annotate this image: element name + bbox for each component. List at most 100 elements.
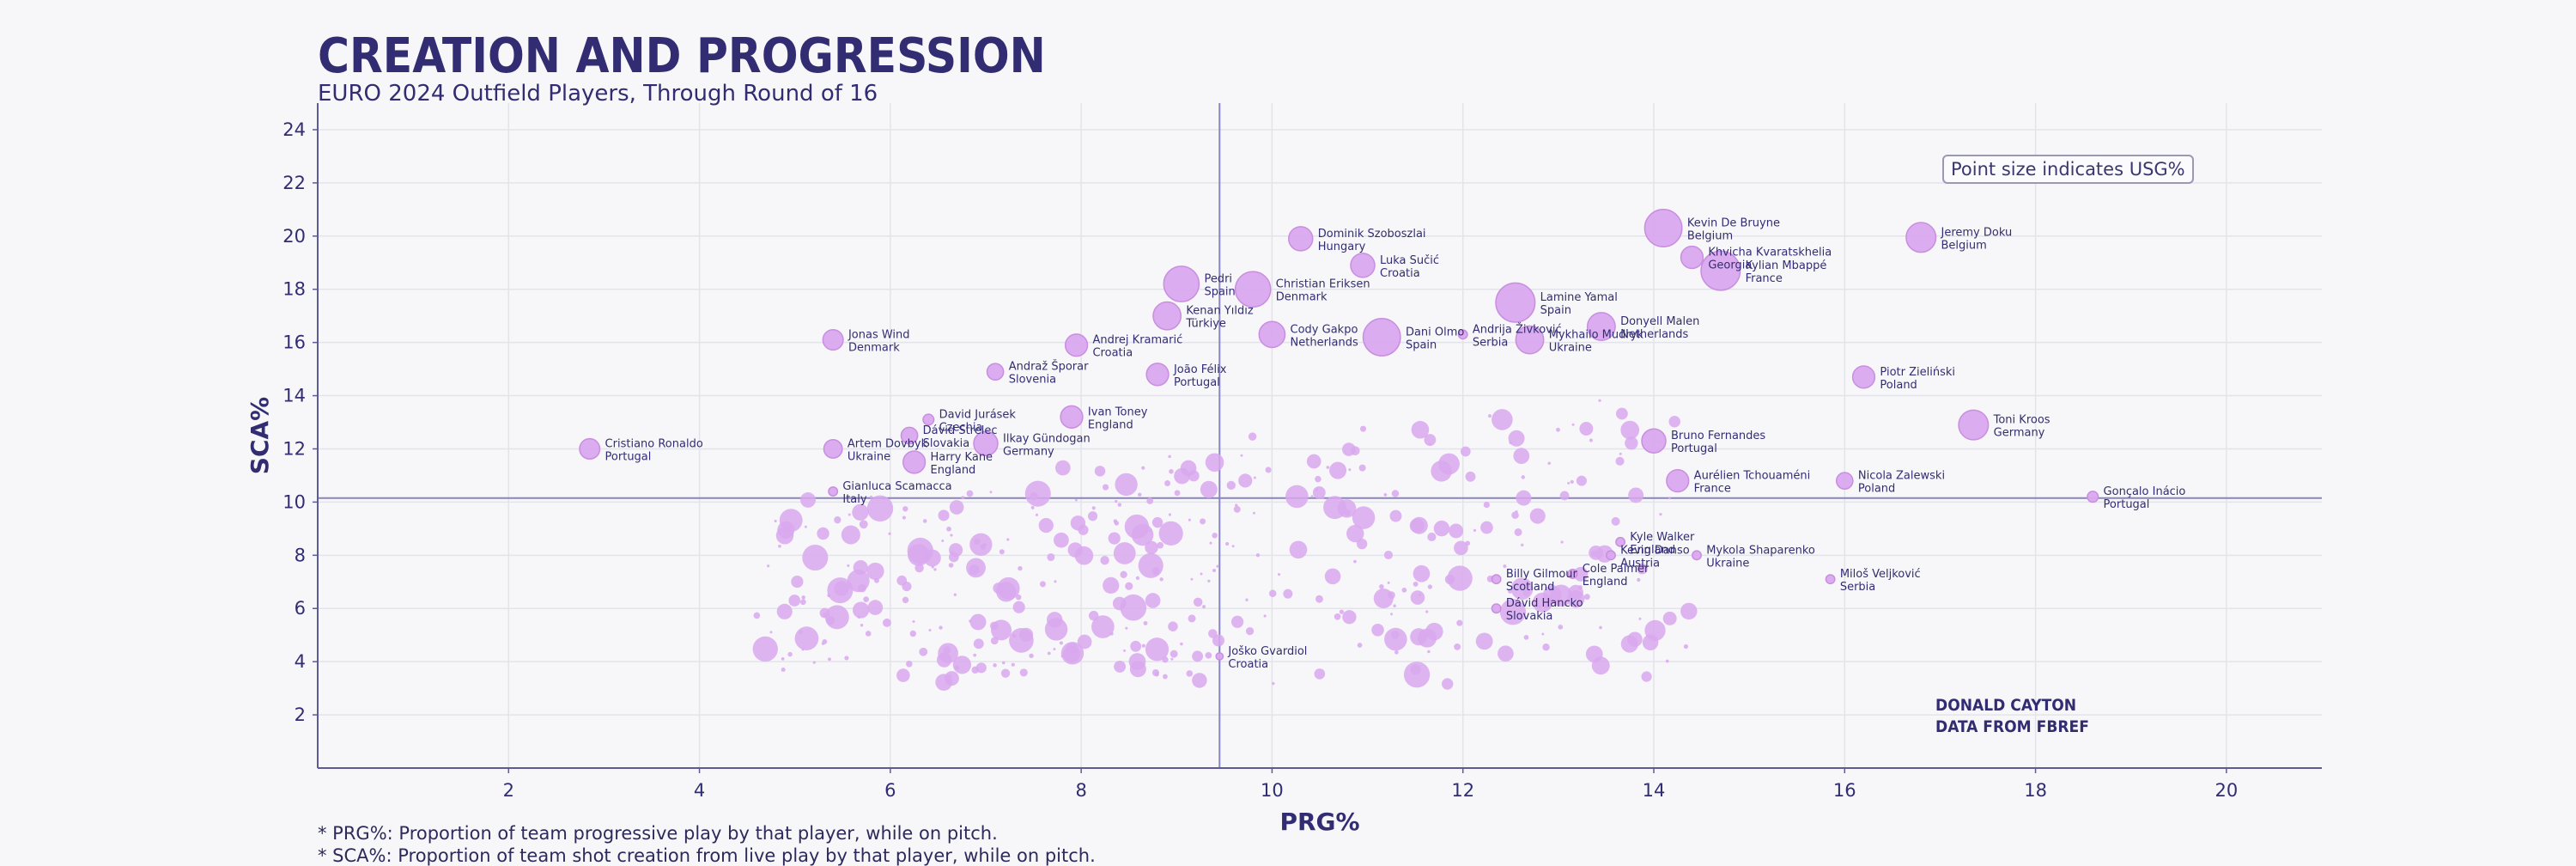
scatter-point: [1277, 573, 1281, 576]
scatter-point: [1401, 588, 1407, 593]
point-label-team: Germany: [1994, 427, 2045, 440]
scatter-point: [1473, 528, 1477, 532]
scatter-point: [1427, 650, 1431, 654]
scatter-point: [857, 615, 861, 619]
point-label-name: Cole Palmer: [1583, 563, 1649, 576]
scatter-point: [1427, 584, 1433, 589]
scatter-point: [1460, 446, 1471, 457]
point-label-name: Aurélien Tchouaméni: [1694, 470, 1811, 483]
scatter-point: [781, 667, 786, 673]
scatter-point: [1193, 597, 1203, 607]
scatter-point: [1449, 523, 1464, 539]
scatter-point: [1108, 532, 1121, 545]
labeled-point: [922, 413, 935, 426]
point-label-team: Netherlands: [1291, 336, 1358, 349]
point-label-name: David Jurásek: [939, 408, 1017, 421]
scatter-point: [1238, 473, 1253, 488]
scatter-point: [1329, 461, 1347, 479]
scatter-point: [1509, 441, 1513, 444]
labeled-point: [2087, 491, 2099, 503]
scatter-point: [1130, 640, 1142, 652]
scatter-point: [1225, 541, 1230, 546]
scatter-point: [1342, 610, 1357, 625]
scatter-point: [1541, 632, 1545, 636]
point-label-name: Jeremy Doku: [1941, 226, 2013, 239]
scatter-point: [1115, 499, 1118, 503]
point-label-team: Belgium: [1941, 239, 1987, 252]
scatter-point: [1571, 423, 1575, 426]
scatter-point: [997, 576, 1020, 601]
scatter-point: [1141, 643, 1145, 648]
point-label-team: England: [1583, 576, 1628, 589]
point-label-team: Netherlands: [1620, 328, 1688, 341]
point-label-name: Dávid Hancko: [1506, 597, 1583, 610]
labeled-point: [1825, 574, 1836, 585]
point-label-name: Ilkay Gündogan: [1003, 432, 1091, 445]
point-label-name: Khvicha Kvaratskhelia: [1708, 247, 1832, 259]
x-tick-label: 20: [2215, 780, 2238, 801]
scatter-point: [1579, 421, 1594, 436]
scatter-point: [1567, 481, 1571, 485]
scatter-point: [1523, 635, 1529, 640]
scatter-point: [1389, 509, 1402, 522]
scatter-point: [1077, 634, 1092, 650]
point-label-name: Kevin De Bruyne: [1687, 217, 1780, 230]
scatter-point: [1577, 585, 1583, 590]
point-label-team: France: [1694, 483, 1731, 496]
y-tick-label: 6: [295, 598, 306, 619]
labeled-point: [579, 437, 601, 460]
scatter-point: [1103, 576, 1120, 595]
labeled-point: [1586, 312, 1616, 342]
scatter-point: [989, 491, 993, 494]
scatter-point: [1529, 508, 1546, 524]
point-label-name: Donyell Malen: [1620, 315, 1699, 328]
scatter-point: [866, 562, 884, 581]
scatter-point: [1151, 567, 1160, 576]
scatter-point: [1411, 420, 1430, 439]
scatter-point: [1589, 546, 1604, 560]
x-tick-label: 10: [1261, 780, 1284, 801]
scatter-point: [1170, 650, 1178, 658]
scatter-point: [973, 538, 981, 546]
scatter-point: [1209, 541, 1212, 545]
scatter-point: [1391, 490, 1400, 497]
scatter-point: [907, 537, 933, 564]
scatter-point: [1508, 430, 1525, 447]
scatter-point: [1454, 643, 1461, 650]
scatter-point: [1598, 399, 1601, 402]
credit-author: DONALD CAYTON: [1935, 696, 2077, 715]
scatter-point: [1360, 425, 1367, 432]
scatter-point: [1521, 543, 1524, 547]
scatter-point: [752, 636, 778, 662]
scatter-point: [1556, 427, 1560, 432]
scatter-point: [1054, 532, 1069, 548]
scatter-point: [1326, 466, 1330, 469]
scatter-point: [1088, 610, 1099, 621]
scatter-point: [1146, 497, 1154, 504]
scatter-point: [1192, 650, 1204, 662]
scatter-point: [1641, 671, 1652, 682]
scatter-point: [1268, 589, 1277, 597]
point-label-name: Dani Olmo: [1406, 326, 1464, 338]
labeled-point: [1362, 317, 1401, 357]
scatter-point: [1255, 553, 1261, 558]
scatter-point: [946, 526, 951, 532]
scatter-point: [902, 515, 906, 520]
scatter-point: [896, 668, 910, 682]
point-label-team: France: [1746, 272, 1783, 285]
y-tick-label: 16: [283, 332, 306, 353]
point-label-team: Slovenia: [1009, 374, 1056, 387]
scatter-point: [817, 527, 829, 540]
scatter-point: [1212, 533, 1218, 539]
scatter-point: [1410, 590, 1425, 605]
point-label-team: Serbia: [1473, 336, 1508, 349]
scatter-point: [1424, 434, 1437, 446]
labeled-point: [986, 363, 1005, 381]
scatter-point: [1012, 633, 1017, 638]
scatter-point: [1391, 631, 1400, 639]
x-tick-label: 6: [884, 780, 896, 801]
point-label-team: Ukraine: [848, 450, 890, 463]
scatter-point: [950, 534, 953, 537]
scatter-point: [1576, 475, 1587, 486]
point-label-team: Portugal: [1174, 376, 1220, 389]
